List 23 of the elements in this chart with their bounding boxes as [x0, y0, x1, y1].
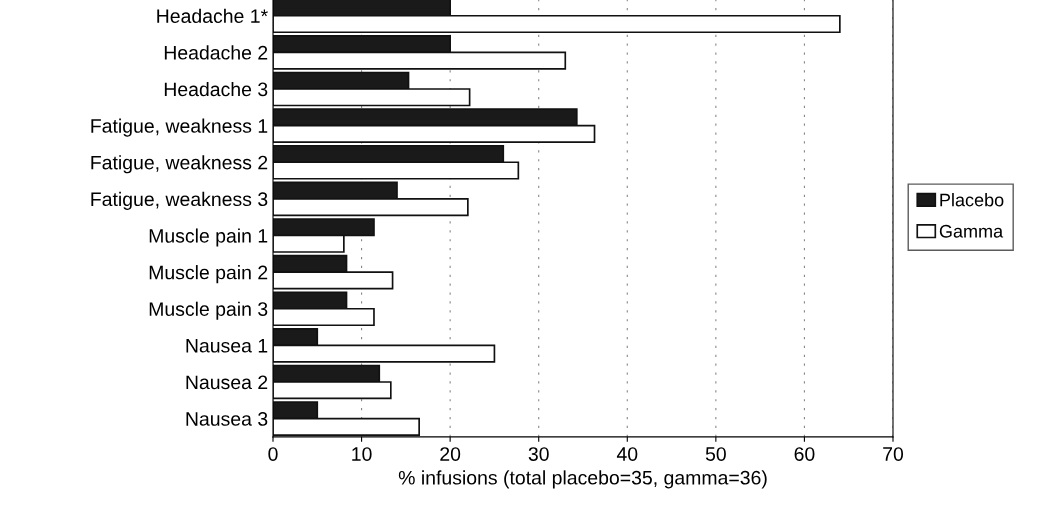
y-tick-label: Nausea 1 — [186, 339, 268, 353]
y-tick-label: Fatigue, weakness 2 — [91, 155, 268, 174]
y-tick-label: Nausea 3 — [186, 412, 268, 426]
y-tick-label: Muscle pain 2 — [149, 265, 268, 284]
y-tick-label: Headache 1* — [157, 8, 268, 23]
x-tick-label: 20 — [440, 447, 461, 461]
y-tick-label: Headache 2 — [164, 45, 268, 60]
x-tick-label: 50 — [705, 447, 726, 461]
x-tick-label: 70 — [883, 447, 904, 461]
y-tick-label: Headache 3 — [164, 81, 268, 97]
y-tick-label: Fatigue, weakness 1 — [91, 118, 268, 137]
x-tick-label: 0 — [268, 447, 278, 461]
y-tick-label: Nausea 2 — [186, 375, 268, 390]
x-tick-label: 60 — [794, 447, 815, 461]
y-tick-label: Muscle pain 3 — [149, 301, 268, 320]
legend-label: Placebo — [940, 193, 1004, 207]
y-tick-label: Fatigue, weakness 3 — [91, 191, 268, 210]
x-tick-label: 30 — [528, 447, 549, 461]
legend-label: Gamma — [939, 224, 1004, 238]
y-tick-label: Muscle pain 1 — [149, 228, 268, 247]
x-tick-label: 10 — [352, 447, 372, 461]
x-axis-title: % infusions (total placebo=35, gamma=36) — [398, 470, 767, 489]
x-tick-label: 40 — [616, 447, 638, 461]
